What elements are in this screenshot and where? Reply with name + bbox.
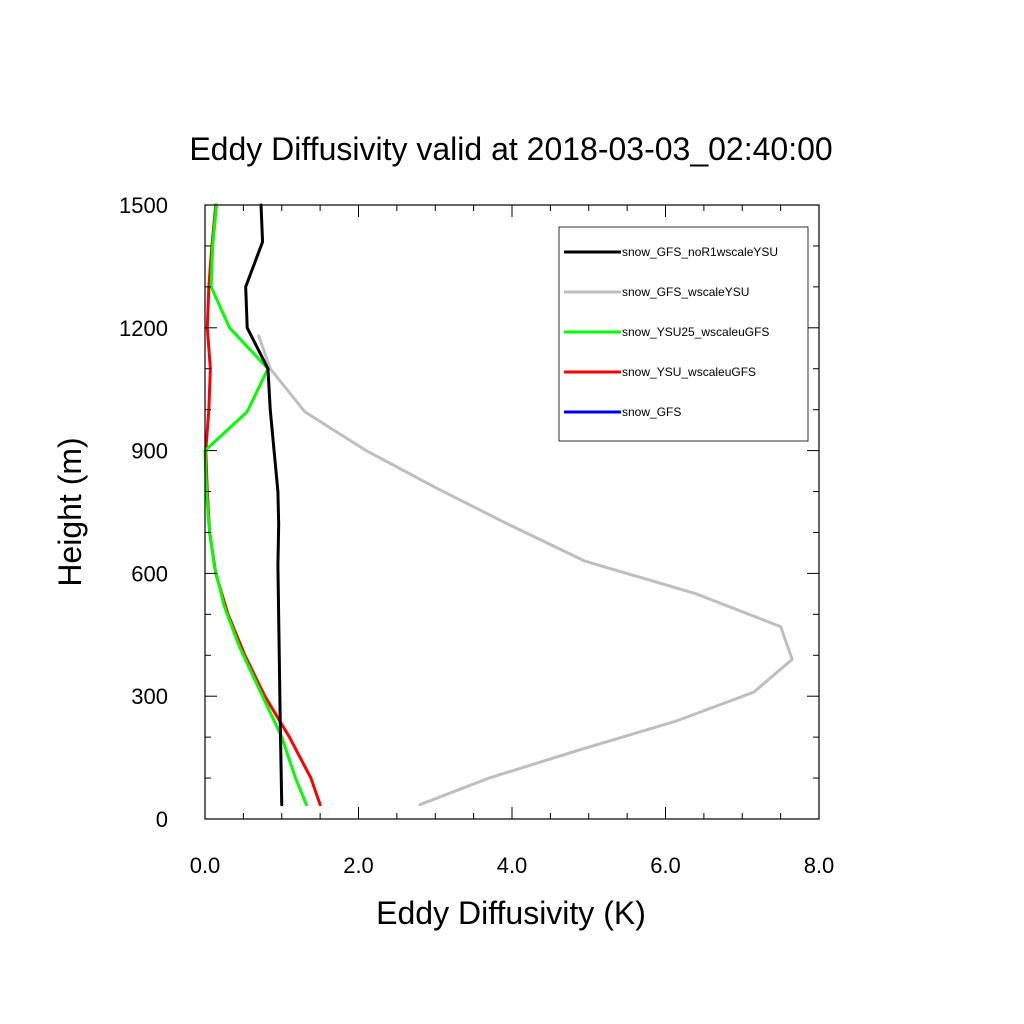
series-line-snow_YSU25_wscaleuGFS xyxy=(203,203,308,807)
tick-layer: 0.0 2.0 4.0 6.0 8.0 0 300 600 900 1200 1500 xyxy=(119,193,834,878)
series-layer xyxy=(203,203,794,807)
chart-title: Eddy Diffusivity valid at 2018-03-03_02:… xyxy=(189,131,832,167)
x-tick-label: 4.0 xyxy=(497,853,528,878)
x-tick-label: 6.0 xyxy=(650,853,681,878)
y-tick-label: 1500 xyxy=(119,193,168,218)
legend-label: snow_YSU25_wscaleuGFS xyxy=(622,325,769,339)
x-axis-label: Eddy Diffusivity (K) xyxy=(376,895,646,931)
legend-label: snow_YSU_wscaleuGFS xyxy=(622,365,756,379)
y-axis-label: Height (m) xyxy=(52,437,88,586)
x-tick-label: 8.0 xyxy=(804,853,835,878)
y-tick-label: 600 xyxy=(131,561,168,586)
legend: snow_GFS_noR1wscaleYSU snow_GFS_wscaleYSU… xyxy=(558,226,809,442)
x-tick-label: 2.0 xyxy=(343,853,374,878)
y-tick-label: 1200 xyxy=(119,316,168,341)
legend-label: snow_GFS_wscaleYSU xyxy=(622,285,749,299)
y-tick-label: 300 xyxy=(131,684,168,709)
x-tick-label: 0.0 xyxy=(190,853,221,878)
y-tick-label: 900 xyxy=(131,439,168,464)
legend-label: snow_GFS_noR1wscaleYSU xyxy=(622,245,778,259)
legend-items: snow_GFS_noR1wscaleYSU snow_GFS_wscaleYSU… xyxy=(564,245,778,419)
y-tick-label: 0 xyxy=(156,807,168,832)
legend-label: snow_GFS xyxy=(622,405,681,419)
legend-box xyxy=(558,226,809,442)
series-line-snow_YSU_wscaleuGFS xyxy=(204,203,322,807)
series-line-snow_GFS_noR1wscaleYSU xyxy=(244,203,284,807)
series-line-snow_GFS_wscaleYSU xyxy=(257,334,794,807)
